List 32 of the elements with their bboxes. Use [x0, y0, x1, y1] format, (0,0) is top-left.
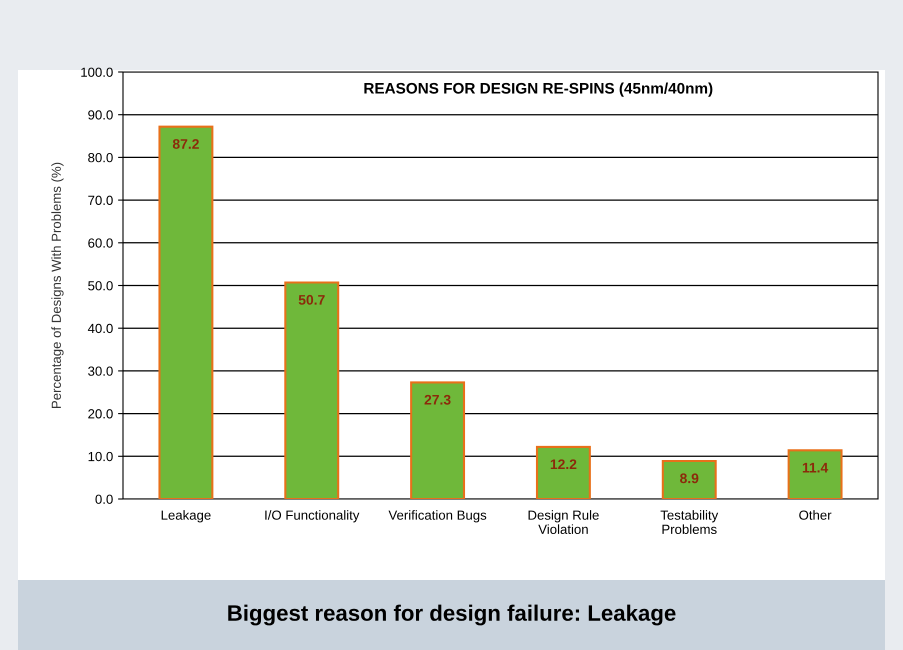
y-tick-label: 90.0 [88, 110, 113, 120]
x-tick-label: Testability Problems [660, 510, 718, 534]
y-tick-label: 10.0 [88, 452, 113, 462]
bar [536, 446, 591, 499]
data-label: 27.3 [424, 394, 451, 405]
x-tick-label: Design Rule Violation [528, 510, 599, 534]
text: Biggest reason for design failure: Leakage [228, 604, 676, 626]
data-label: 87.2 [172, 139, 199, 149]
bar [410, 381, 466, 499]
bar [788, 449, 843, 499]
y-tick-label: 30.0 [88, 366, 113, 376]
data-label: 8.9 [680, 473, 698, 484]
x-tick-label: Other [799, 510, 832, 520]
y-axis-title: Percentage of Designs With Problems (%) [51, 162, 64, 408]
bar [284, 281, 340, 499]
bar [662, 460, 717, 499]
x-tick-label: Verification Bugs [388, 510, 486, 522]
y-tick-label: 60.0 [88, 238, 113, 248]
y-tick-label: 100.0 [81, 68, 113, 77]
y-tick-label: 40.0 [88, 324, 113, 334]
y-tick-label: 20.0 [88, 409, 113, 419]
y-tick-label: 80.0 [88, 152, 113, 162]
data-label: 50.7 [298, 294, 325, 305]
y-tick-label: 70.0 [88, 196, 113, 206]
text: REASONS FOR DESIGN RE-SPINS (45nm/40nm) [364, 82, 712, 97]
y-tick-label: 0.0 [95, 494, 113, 504]
bar [158, 126, 214, 499]
x-tick-label: I/O Functionality [265, 510, 360, 522]
x-tick-label: Leakage [162, 510, 211, 522]
data-label: 12.2 [550, 459, 576, 470]
y-tick-label: 50.0 [88, 281, 113, 290]
data-label: 11.4 [802, 462, 828, 472]
